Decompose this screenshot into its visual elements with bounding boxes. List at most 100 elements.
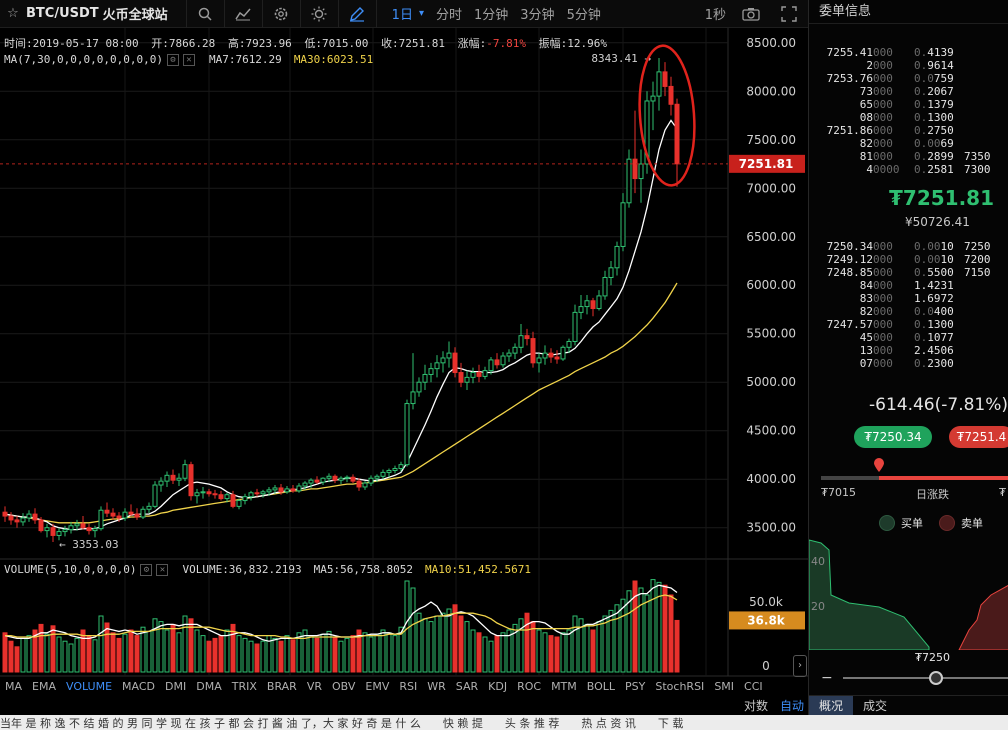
- search-icon[interactable]: [185, 0, 224, 28]
- orderbook-row[interactable]: 7250.34000 0.0010 7250: [809, 240, 1008, 253]
- order-price: 13000: [859, 344, 893, 357]
- indicator-tab-mtm[interactable]: MTM: [551, 679, 577, 693]
- ticker-item[interactable]: 当年 是 称 逸 不 结 婚 的 男 同 学 现 在 孩 子 都 会 打 酱 油…: [0, 716, 421, 730]
- candle-body: [410, 391, 416, 405]
- ticker-item[interactable]: 下 载: [657, 716, 684, 730]
- candle-body: [506, 352, 512, 357]
- orderbook-row[interactable]: 45000 0.1077: [809, 331, 1008, 344]
- candle: [68, 521, 74, 534]
- orderbook-row[interactable]: 7248.85000 0.5500 7150: [809, 266, 1008, 279]
- period-3m-tab[interactable]: 3分钟: [520, 8, 555, 23]
- orderbook-row[interactable]: 7251.86000 0.2750: [809, 124, 1008, 137]
- indicator-tab-macd[interactable]: MACD: [122, 679, 156, 693]
- indicator-tabs: MA EMA VOLUME MACD DMI DMA TRIX BRAR VR OBV EMV RSI…: [0, 677, 763, 695]
- orderbook-row[interactable]: 7249.12000 0.0010 7200: [809, 253, 1008, 266]
- orderbook-row[interactable]: 82000 0.0069: [809, 137, 1008, 150]
- candle-body: [320, 477, 326, 483]
- indicator-tab-trix[interactable]: TRIX: [231, 679, 257, 693]
- orderbook-row[interactable]: 7253.76000 0.0759: [809, 72, 1008, 85]
- orderbook-row[interactable]: 7255.41000 0.4139: [809, 46, 1008, 59]
- indicator-tab-dmi[interactable]: DMI: [165, 679, 187, 693]
- indicator-tab-wr[interactable]: WR: [427, 679, 446, 693]
- tab-trades[interactable]: 成交: [863, 698, 888, 713]
- orderbook-row[interactable]: 84000 1.4231: [809, 279, 1008, 292]
- theme-sun-icon[interactable]: [299, 0, 338, 28]
- symbol-label[interactable]: BTC/USDT: [26, 6, 99, 21]
- indicator-tab-cci[interactable]: CCI: [744, 679, 763, 693]
- ticker-item[interactable]: 热 点 资 讯: [581, 716, 636, 730]
- candle-body: [662, 71, 668, 87]
- draw-pen-icon[interactable]: [337, 0, 376, 28]
- volume-bar: [488, 640, 494, 673]
- volume-bar: [542, 632, 548, 673]
- indicator-tab-smi[interactable]: SMI: [714, 679, 735, 693]
- best-ask-pill[interactable]: ₮7251.4: [949, 426, 1008, 448]
- candle-body: [488, 359, 494, 372]
- indicator-tab-roc[interactable]: ROC: [517, 679, 542, 693]
- orderbook-row[interactable]: 82000 0.0400: [809, 305, 1008, 318]
- order-total: 7350: [964, 150, 991, 163]
- ticker-item[interactable]: 快 赖 提: [442, 716, 483, 730]
- orderbook-row[interactable]: 7247.57000 0.1300: [809, 318, 1008, 331]
- ma-params[interactable]: MA(7,30,0,0,0,0,0,0,0,0): [4, 53, 163, 66]
- depth-chart[interactable]: 40 20: [809, 535, 1008, 650]
- collapse-panel-button[interactable]: ›: [793, 655, 807, 677]
- indicator-tab-emv[interactable]: EMV: [365, 679, 390, 693]
- orderbook-row[interactable]: 13000 2.4506: [809, 344, 1008, 357]
- indicator-tab-sar[interactable]: SAR: [455, 679, 479, 693]
- volume-bar: [236, 635, 242, 673]
- tab-overview[interactable]: 概况: [809, 695, 854, 716]
- orderbook-row[interactable]: 08000 0.1300: [809, 111, 1008, 124]
- fullscreen-icon[interactable]: [770, 0, 808, 28]
- candle: [116, 512, 122, 522]
- log-scale-toggle[interactable]: 对数: [743, 698, 768, 713]
- depth-zoom-slider[interactable]: [843, 677, 1008, 679]
- exchange-label[interactable]: 火币全球站: [102, 8, 168, 23]
- orderbook-row[interactable]: 40000 0.2581 7300: [809, 163, 1008, 176]
- period-1m-tab[interactable]: 1分钟: [474, 8, 509, 23]
- indicator-tab-ema[interactable]: EMA: [32, 679, 56, 693]
- orderbook-row[interactable]: 83000 1.6972: [809, 292, 1008, 305]
- indicator-tab-ma[interactable]: MA: [5, 679, 23, 693]
- settings-gear-icon[interactable]: [261, 0, 300, 28]
- period-5m-tab[interactable]: 5分钟: [566, 8, 601, 23]
- period-1d-tab[interactable]: 1日: [391, 8, 413, 23]
- orderbook-row[interactable]: 65000 0.1379: [809, 98, 1008, 111]
- orderbook-row[interactable]: 81000 0.2899 7350: [809, 150, 1008, 163]
- volume-settings-icon[interactable]: ⚙: [140, 563, 153, 576]
- zoom-out-icon[interactable]: −: [821, 670, 833, 686]
- indicator-tab-boll[interactable]: BOLL: [586, 679, 616, 693]
- period-timeline-tab[interactable]: 分时: [435, 8, 462, 23]
- indicator-tab-brar[interactable]: BRAR: [266, 679, 297, 693]
- indicator-chart-icon[interactable]: [223, 0, 262, 28]
- volume-close-icon[interactable]: ✕: [156, 563, 169, 576]
- candle-body: [350, 476, 356, 482]
- depth-zoom-handle[interactable]: [929, 671, 943, 685]
- ticker-item[interactable]: 头 条 推 荐: [504, 716, 560, 730]
- orderbook-row[interactable]: 07000 0.2300: [809, 357, 1008, 370]
- refresh-interval[interactable]: 1秒: [704, 8, 726, 23]
- order-total: 7250: [964, 240, 991, 253]
- best-bid-pill[interactable]: ₮7250.34: [854, 426, 932, 448]
- indicator-tab-psy[interactable]: PSY: [625, 679, 646, 693]
- auto-scale-toggle[interactable]: 自动: [779, 698, 804, 713]
- indicator-tab-stochrsi[interactable]: StochRSI: [655, 679, 705, 693]
- indicator-tab-obv[interactable]: OBV: [332, 679, 356, 693]
- chevron-down-icon[interactable]: ▾: [418, 8, 424, 19]
- indicator-tab-kdj[interactable]: KDJ: [488, 679, 508, 693]
- candle: [338, 476, 344, 485]
- orderbook-row[interactable]: 73000 0.2067: [809, 85, 1008, 98]
- ma-settings-icon[interactable]: ⚙: [166, 53, 179, 66]
- favorite-star-icon[interactable]: ☆: [7, 6, 19, 21]
- indicator-tab-volume[interactable]: VOLUME: [65, 679, 113, 693]
- indicator-tab-dma[interactable]: DMA: [196, 679, 222, 693]
- range-marker-icon: [873, 457, 885, 477]
- ma-close-icon[interactable]: ✕: [182, 53, 195, 66]
- volume-params[interactable]: VOLUME(5,10,0,0,0,0): [4, 563, 137, 576]
- indicator-tab-vr[interactable]: VR: [306, 679, 322, 693]
- candle-body: [14, 519, 20, 523]
- indicator-tab-rsi[interactable]: RSI: [399, 679, 418, 693]
- orderbook-row[interactable]: 2000 0.9614: [809, 59, 1008, 72]
- kline-chart[interactable]: 3500.00 4000.00 4500.00 5000.00 5500.00 6000.…: [0, 28, 808, 695]
- camera-icon[interactable]: [732, 0, 770, 28]
